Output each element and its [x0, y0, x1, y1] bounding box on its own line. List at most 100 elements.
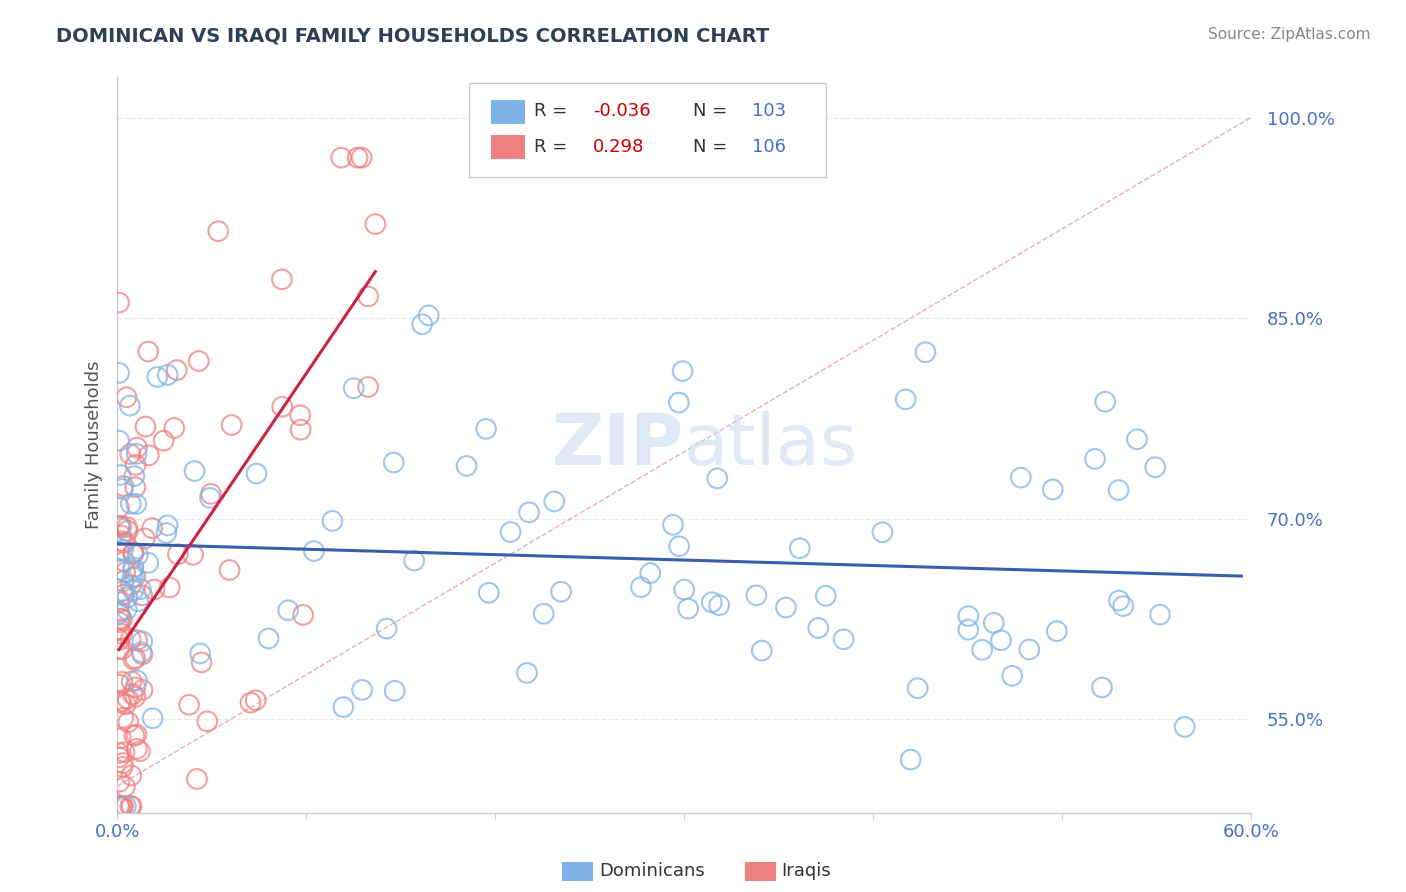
Point — [110, 528, 132, 542]
Point — [134, 419, 156, 434]
Point — [456, 458, 478, 473]
Point — [676, 601, 699, 615]
Point — [122, 547, 145, 561]
Point — [125, 673, 148, 688]
Point — [707, 598, 730, 612]
Text: Dominicans: Dominicans — [599, 863, 704, 880]
Point — [112, 711, 135, 725]
Point — [146, 370, 169, 384]
Point — [1084, 451, 1107, 466]
Point — [271, 400, 294, 414]
Point — [159, 581, 181, 595]
FancyBboxPatch shape — [491, 100, 526, 124]
Point — [190, 656, 212, 670]
Point — [245, 467, 267, 481]
Point — [121, 674, 143, 689]
Point — [475, 422, 498, 436]
Point — [188, 647, 211, 661]
Point — [131, 648, 153, 662]
Point — [120, 799, 142, 814]
Point — [775, 600, 797, 615]
Point — [384, 683, 406, 698]
Point — [125, 497, 148, 511]
Point — [957, 609, 980, 624]
Text: Iraqis: Iraqis — [782, 863, 831, 880]
Point — [112, 584, 135, 599]
Point — [155, 526, 177, 541]
Point — [186, 772, 208, 786]
Point — [972, 642, 994, 657]
Point — [125, 447, 148, 461]
Point — [156, 368, 179, 382]
Point — [111, 642, 134, 657]
Point — [143, 582, 166, 597]
Point — [245, 693, 267, 707]
Point — [120, 447, 142, 461]
Point — [111, 674, 134, 689]
Point — [668, 539, 690, 553]
Point — [183, 464, 205, 478]
Point — [832, 632, 855, 647]
Point — [117, 715, 139, 730]
Point — [131, 634, 153, 648]
Point — [108, 595, 131, 609]
Point — [357, 289, 380, 303]
Point — [914, 345, 936, 359]
Text: -0.036: -0.036 — [593, 103, 651, 120]
Point — [375, 622, 398, 636]
Point — [673, 582, 696, 597]
Point — [120, 578, 142, 592]
Point — [111, 760, 134, 774]
Point — [108, 746, 131, 760]
Point — [134, 532, 156, 546]
Text: N =: N = — [693, 103, 733, 120]
Text: 103: 103 — [752, 103, 786, 120]
Point — [108, 295, 131, 310]
Point — [110, 519, 132, 533]
Point — [166, 363, 188, 377]
Text: 0.298: 0.298 — [593, 137, 645, 155]
FancyBboxPatch shape — [491, 135, 526, 159]
Point — [207, 224, 229, 238]
Point — [990, 633, 1012, 648]
Point — [807, 621, 830, 635]
Point — [872, 525, 894, 540]
Point — [122, 545, 145, 559]
Point — [1149, 607, 1171, 622]
Point — [751, 643, 773, 657]
Point — [343, 381, 366, 395]
Point — [110, 521, 132, 535]
Point — [125, 728, 148, 742]
Point — [110, 467, 132, 482]
Point — [478, 586, 501, 600]
Point — [352, 682, 374, 697]
Point — [124, 681, 146, 695]
Point — [1112, 599, 1135, 613]
Point — [108, 694, 131, 708]
Point — [115, 520, 138, 534]
Point — [181, 548, 204, 562]
Point — [288, 409, 311, 423]
Point — [1126, 432, 1149, 446]
Point — [110, 799, 132, 814]
Point — [221, 417, 243, 432]
Point — [700, 595, 723, 609]
Point — [671, 364, 693, 378]
Point — [167, 547, 190, 561]
Point — [127, 594, 149, 608]
Point — [112, 554, 135, 568]
Point — [152, 434, 174, 448]
Point — [111, 627, 134, 641]
Point — [115, 602, 138, 616]
Point — [321, 514, 343, 528]
Point — [114, 535, 136, 549]
Point — [533, 607, 555, 621]
Point — [125, 742, 148, 756]
Point — [115, 390, 138, 404]
Point — [122, 469, 145, 483]
Text: R =: R = — [534, 137, 579, 155]
Point — [1108, 593, 1130, 607]
Point — [108, 615, 131, 630]
Point — [112, 588, 135, 602]
Point — [1174, 720, 1197, 734]
